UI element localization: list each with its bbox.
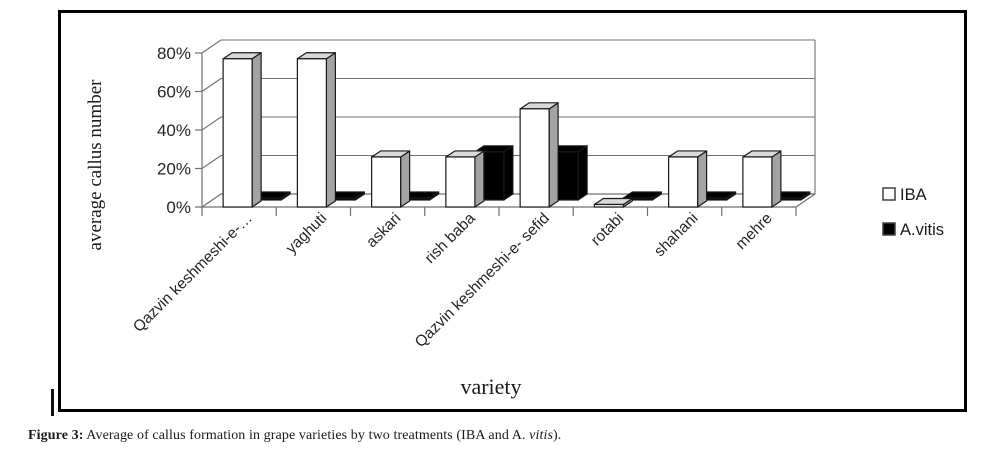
bars	[222, 52, 811, 208]
legend-item-IBA: IBA	[882, 186, 927, 204]
category-label: askari	[363, 210, 404, 251]
category-label: mehre	[733, 210, 776, 253]
y-axis: 0% 20% 40% 60% 80%	[157, 44, 203, 217]
caption-species: vitis	[529, 428, 554, 443]
bar-IBA-3	[445, 150, 485, 208]
legend-label: IBA	[900, 186, 927, 204]
bar-front-face	[222, 58, 253, 208]
y-tick-label: 20%	[157, 160, 191, 179]
caption-label: Figure 3:	[28, 428, 84, 443]
x-axis	[201, 207, 797, 216]
bar-side-face	[577, 145, 588, 201]
bar-front-face	[742, 156, 773, 208]
x-axis-title: variety	[460, 374, 521, 399]
legend-swatch	[882, 222, 896, 236]
bar-side-face	[251, 52, 262, 208]
y-tick-label: 0%	[166, 198, 191, 217]
category-label: yaghuti	[283, 210, 330, 257]
bar-A.vitis-5	[622, 191, 662, 201]
bar-chart-svg: 0% 20% 40% 60% 80% Qazvin keshmeshi-e-… yaghut…	[85, 39, 944, 399]
bar-IBA-4	[519, 102, 559, 208]
bar-front-face	[445, 156, 476, 208]
bar-front-face	[593, 203, 624, 208]
bar-IBA-1	[296, 52, 336, 208]
bar-IBA-6	[668, 150, 708, 208]
y-tick-label: 40%	[157, 121, 191, 140]
caption-body: Average of callus formation in grape var…	[83, 428, 530, 443]
bar-side-face	[503, 145, 514, 201]
bar-IBA-0	[222, 52, 262, 208]
bar-side-face	[771, 150, 782, 208]
caption-closing: ).	[553, 428, 562, 443]
chart-frame: 0% 20% 40% 60% 80% Qazvin keshmeshi-e-… yaghut…	[58, 10, 967, 412]
figure-caption: Figure 3: Average of callus formation in…	[28, 428, 968, 444]
category-label: rotabi	[588, 210, 627, 249]
category-labels: Qazvin keshmeshi-e-… yaghuti askari rish ba…	[130, 210, 776, 351]
bar-front-face	[296, 58, 327, 208]
bar-side-face	[474, 150, 485, 208]
gridline-connector	[201, 78, 222, 92]
bar-IBA-2	[371, 150, 411, 208]
bar-front-face	[371, 156, 402, 208]
gridline-connector	[201, 39, 222, 54]
y-tick-label: 60%	[157, 83, 191, 102]
y-tick-label: 80%	[157, 44, 191, 63]
y-axis-title: average callus number	[85, 79, 106, 251]
category-label: Qazvin keshmeshi-e- sefid	[412, 210, 553, 351]
bar-side-face	[400, 150, 411, 208]
cursor-artifact	[51, 389, 54, 416]
category-label: rish baba	[422, 210, 479, 267]
bar-side-face	[325, 52, 336, 208]
legend-swatch	[882, 187, 896, 201]
bar-side-face	[697, 150, 708, 208]
bar-IBA-7	[742, 150, 782, 208]
legend: IBA A.vitis	[882, 186, 944, 239]
legend-item-A.vitis: A.vitis	[882, 221, 944, 239]
category-label: shahani	[651, 210, 701, 260]
gridline-connector	[201, 155, 222, 169]
gridline-connector	[201, 116, 222, 131]
bar-side-face	[548, 102, 559, 208]
bar-front-face	[668, 156, 699, 208]
category-label: Qazvin keshmeshi-e-…	[130, 210, 256, 336]
legend-label: A.vitis	[900, 221, 944, 239]
bar-front-face	[519, 108, 550, 208]
bar-IBA-5	[593, 197, 633, 208]
